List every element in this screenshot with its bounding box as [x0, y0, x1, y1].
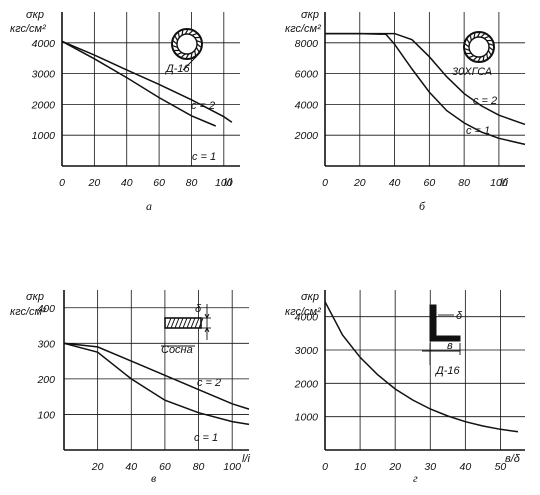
x-tick-label: 20 [88, 177, 101, 189]
y-tick-label: 2000 [31, 99, 56, 111]
y-tick-label: 2000 [294, 378, 319, 390]
x-axis-label: l/i [242, 453, 251, 465]
delta-symbol: δ [456, 310, 463, 322]
x-tick-label: 60 [159, 461, 171, 473]
x-tick-label: 60 [424, 177, 436, 189]
y-axis-unit: кгс/см² [10, 23, 46, 35]
grid [62, 12, 240, 166]
x-axis-label: l/i [224, 177, 233, 189]
tube-section-icon [463, 31, 495, 63]
grid [325, 290, 525, 450]
y-tick-label: 200 [36, 374, 55, 386]
x-tick-label: 20 [353, 177, 366, 189]
grid [64, 290, 249, 450]
series-line-1 [325, 32, 526, 126]
series-line-2 [63, 342, 250, 426]
y-tick-label: 400 [37, 303, 55, 315]
chart-panel-а: 1000 2000 3000 4000 0 20 40 60 80 100 σкр кгс/см² l/… [10, 9, 240, 213]
b-symbol: в [447, 340, 453, 352]
x-tick-label: 40 [125, 461, 137, 473]
y-axis-unit: кгс/см² [285, 23, 321, 35]
chart-panel-б: 2000 4000 6000 8000 0 20 40 60 80 100 σкр кгс/см² l/… [285, 9, 526, 213]
y-axis-label: σкр [26, 291, 44, 303]
y-axis-unit: кгс/см² [285, 306, 321, 318]
section-label: Сосна [161, 344, 193, 356]
y-tick-label: 300 [37, 338, 55, 350]
series-line-2 [325, 32, 526, 146]
y-tick-label: 1000 [32, 130, 56, 142]
y-tick-label: 8000 [295, 38, 319, 50]
rectangular-section-icon: δ [161, 303, 211, 347]
x-tick-label: 100 [223, 461, 241, 473]
x-tick-label: 100 [215, 177, 233, 189]
series-label: с = 2 [197, 377, 221, 389]
panel-caption: б [419, 199, 426, 213]
series-line-2 [61, 40, 216, 127]
x-tick-label: 30 [424, 461, 436, 473]
x-tick-label: 20 [91, 461, 104, 473]
y-tick-label: 1000 [295, 412, 319, 424]
x-tick-label: 0 [322, 177, 328, 189]
x-tick-label: 20 [388, 461, 401, 473]
y-tick-label: 6000 [295, 69, 319, 81]
series-label: с = 2 [473, 95, 497, 107]
x-tick-label: 80 [193, 461, 205, 473]
series-label: с = 2 [191, 100, 215, 112]
panel-caption: а [146, 199, 152, 213]
series-line-1 [63, 342, 250, 410]
x-tick-label: 0 [59, 177, 65, 189]
x-tick-label: 60 [153, 177, 165, 189]
x-tick-label: 40 [121, 177, 133, 189]
y-tick-label: 3000 [32, 69, 56, 81]
panel-caption: г [413, 471, 418, 485]
panel-caption: в [151, 471, 156, 485]
y-axis-label: σкр [26, 9, 44, 21]
y-axis-label: σкр [301, 9, 319, 21]
x-tick-label: 40 [389, 177, 401, 189]
x-tick-label: 80 [186, 177, 198, 189]
tube-section-icon [171, 28, 203, 71]
x-tick-label: 80 [458, 177, 470, 189]
section-label: Д-16 [434, 365, 461, 377]
x-tick-label: 0 [322, 461, 328, 473]
series-line-1 [61, 40, 233, 123]
series-label: с = 1 [466, 125, 490, 137]
chart-panel-в: 100 200 300 400 20 40 60 80 100 σкр кгс/см² l/i в с =… [10, 290, 251, 485]
delta-symbol: δ [195, 303, 202, 315]
x-tick-label: 100 [490, 177, 508, 189]
angle-section-icon: δв [422, 304, 463, 365]
y-tick-label: 2000 [294, 130, 319, 142]
y-tick-label: 3000 [295, 345, 319, 357]
chart-panel-г: 1000 2000 3000 4000 0 10 20 30 40 50 σкр кгс/см² в/δ… [285, 290, 525, 485]
section-label: Д-16 [164, 63, 191, 75]
series-line-1 [324, 301, 519, 433]
y-tick-label: 4000 [295, 312, 319, 324]
x-tick-label: 50 [495, 461, 507, 473]
x-tick-label: 10 [354, 461, 366, 473]
y-tick-label: 100 [37, 409, 55, 421]
y-axis-label: σкр [301, 291, 319, 303]
y-tick-label: 4000 [32, 38, 56, 50]
y-tick-label: 4000 [295, 99, 319, 111]
section-label: 30ХГСА [452, 66, 492, 78]
series-label: с = 1 [194, 432, 218, 444]
x-axis-label: l/i [500, 177, 509, 189]
x-tick-label: 40 [460, 461, 472, 473]
x-axis-label: в/δ [505, 453, 521, 465]
series-label: с = 1 [192, 151, 216, 163]
y-axis-unit: кгс/см² [10, 306, 46, 318]
grid [325, 12, 525, 166]
